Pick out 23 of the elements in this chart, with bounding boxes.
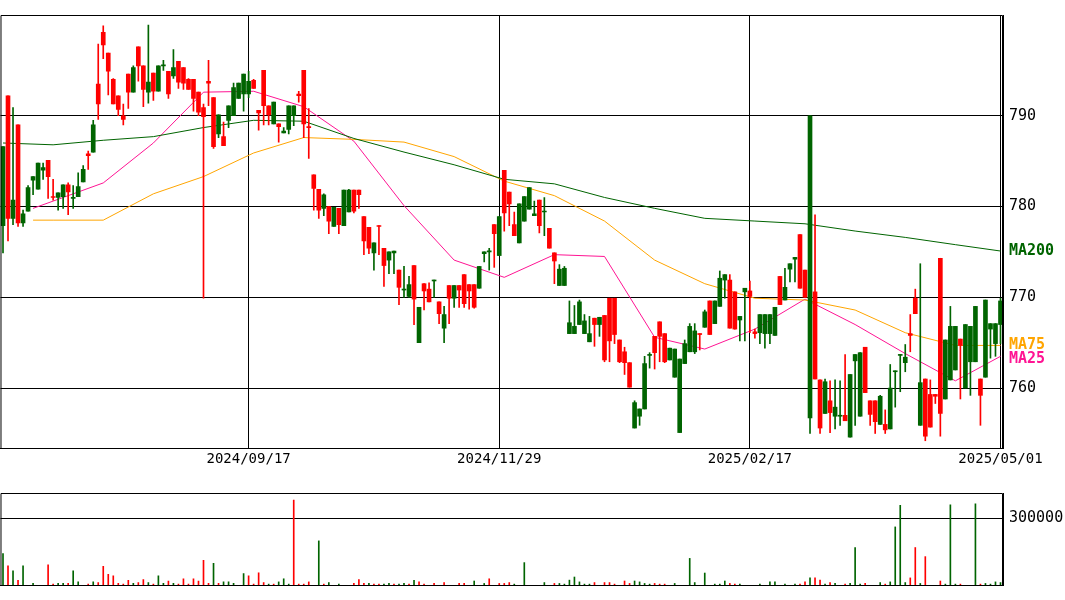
candlestick [792,257,798,283]
candlestick [276,123,282,143]
candlestick [902,344,908,373]
candlestick [882,409,888,434]
candlestick [697,333,703,351]
candlestick [837,380,843,426]
x-tick-label: 2025/02/17 [707,450,793,467]
x-tick-label: 2024/09/17 [206,450,291,467]
candlestick [70,185,76,209]
candlestick [376,225,382,255]
y-tick-label: 790 [1009,105,1037,124]
x-tick-label: 2024/11/29 [457,450,542,467]
y-tick-label: 300000 [1009,508,1064,527]
x-tick-label: 2025/05/01 [958,450,1043,467]
y-tick-label: 780 [1009,196,1037,215]
candlestick [306,108,312,159]
series-label: MA200 [1009,240,1055,259]
y-tick-label: 770 [1009,287,1037,306]
y-tick-label: 760 [1009,377,1037,396]
candlestick [50,178,56,201]
candlestick [491,224,497,268]
candlestick [827,380,833,433]
candlestick [907,314,913,353]
